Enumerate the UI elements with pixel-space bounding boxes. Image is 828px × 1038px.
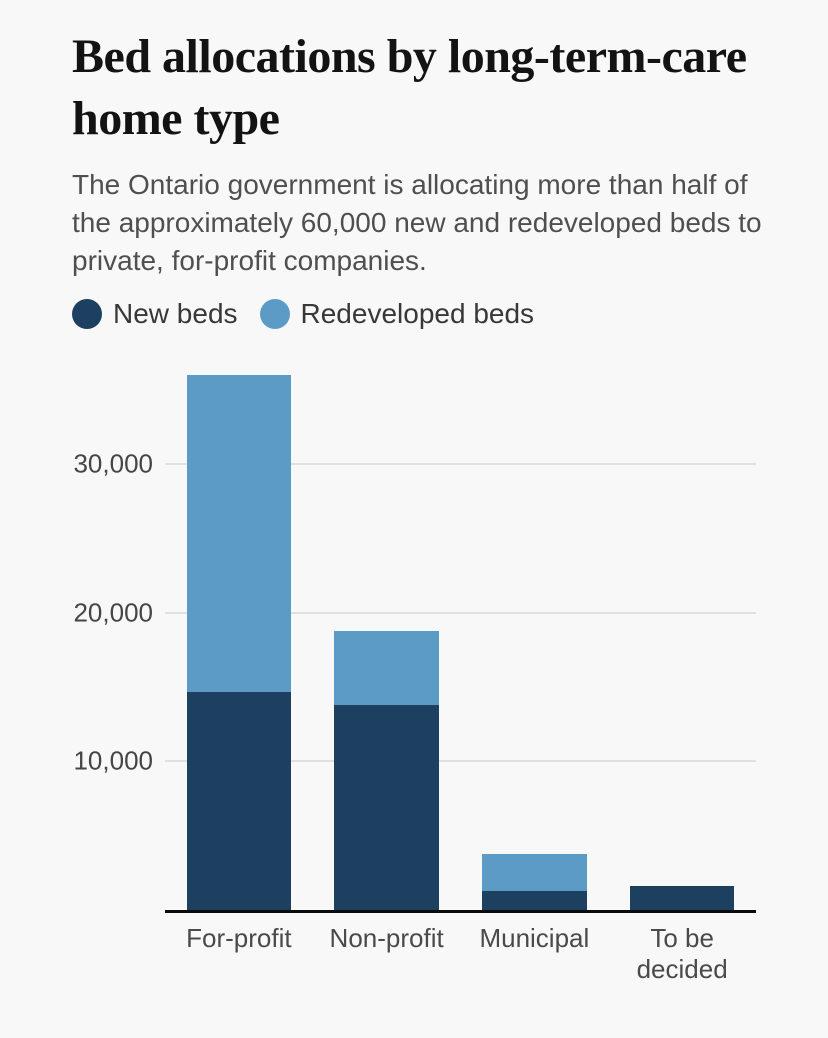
bar-segment-new-beds bbox=[629, 885, 735, 910]
bar-segment-new-beds bbox=[334, 704, 439, 910]
x-category-label: To be decided bbox=[636, 923, 728, 984]
legend-label: Redeveloped beds bbox=[300, 298, 535, 329]
stacked-bar-chart: 10,000 20,000 30,000 For-profit Non-profit Mu… bbox=[0, 338, 828, 998]
x-category-label: Non-profit bbox=[329, 923, 444, 953]
article-graphic: { "chart_data": { "type": "bar", "stacke… bbox=[0, 26, 828, 1038]
bar-segment-redeveloped-beds bbox=[334, 630, 439, 705]
chart-title: Bed allocations by long-term-care home t… bbox=[72, 30, 747, 145]
bar-segment-redeveloped-beds bbox=[482, 854, 587, 891]
bar-segment-new-beds bbox=[186, 691, 292, 910]
bar-segment-redeveloped-beds bbox=[186, 375, 292, 692]
y-tick-label: 20,000 bbox=[73, 597, 153, 628]
bar-to-be-decided bbox=[629, 338, 735, 910]
x-axis-line bbox=[165, 910, 756, 913]
plot-area: 10,000 20,000 30,000 bbox=[0, 338, 828, 913]
x-category-label: For-profit bbox=[186, 923, 292, 953]
bar-municipal bbox=[482, 338, 587, 910]
y-tick-label: 10,000 bbox=[73, 745, 153, 776]
legend-label: New beds bbox=[113, 298, 238, 329]
bar-for-profit bbox=[186, 338, 292, 910]
gridline bbox=[165, 760, 756, 763]
legend-swatch-icon bbox=[72, 299, 102, 329]
y-tick-label: 30,000 bbox=[73, 448, 153, 479]
chart-subtitle: The Ontario government is allocating mor… bbox=[72, 169, 762, 276]
legend-swatch-icon bbox=[259, 299, 290, 329]
gridline bbox=[165, 463, 756, 466]
bar-non-profit bbox=[334, 338, 439, 910]
legend-item: Redeveloped beds bbox=[259, 298, 535, 330]
gridline bbox=[165, 611, 756, 614]
legend-item: New beds bbox=[72, 298, 238, 330]
x-category-label: Municipal bbox=[479, 923, 590, 953]
legend: New beds Redeveloped beds bbox=[72, 298, 828, 330]
bar-segment-new-beds bbox=[482, 890, 587, 910]
